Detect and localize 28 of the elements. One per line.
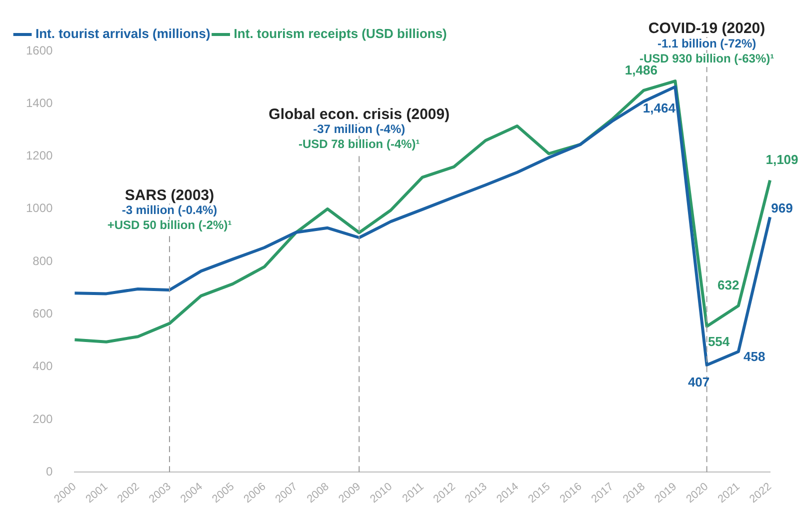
data-label: 1,109	[766, 152, 798, 167]
y-tick-label: 200	[32, 412, 54, 426]
data-label: 1,486	[624, 62, 658, 78]
y-tick-label: 400	[32, 359, 54, 374]
data-label: 458	[744, 349, 766, 364]
legend-label: Int. tourism receipts (USD billions)	[234, 26, 447, 42]
annotation: -1.1 billion (-72%)	[657, 36, 756, 50]
ref-line-label: COVID-19 (2020)	[648, 20, 766, 38]
y-tick-label: 800	[32, 254, 54, 268]
y-tick-label: 1600	[26, 43, 54, 58]
annotation: -USD 78 billion (-4%)¹	[298, 137, 420, 152]
annotation: -3 million (-0.4%)	[122, 202, 218, 217]
data-label: 1,464	[642, 100, 676, 116]
y-tick-label: 0	[46, 464, 54, 478]
ref-line-label: Global econ. crisis (2009)	[268, 106, 450, 123]
data-label: 969	[771, 200, 793, 216]
y-tick-label: 1000	[26, 201, 54, 216]
y-tick-label: 1400	[26, 96, 54, 110]
y-tick-label: 1200	[26, 148, 54, 163]
annotation: -USD 930 billion (-63%)¹	[639, 51, 774, 66]
y-tick-label: 600	[32, 306, 54, 321]
data-label: 632	[718, 277, 740, 292]
legend-label: Int. tourist arrivals (millions)	[36, 26, 210, 42]
annotation: -37 million (-4%)	[313, 122, 406, 136]
data-label: 554	[708, 334, 730, 349]
annotation: +USD 50 billion (-2%)¹	[107, 218, 232, 232]
data-label: 407	[688, 374, 710, 390]
ref-line-label: SARS (2003)	[124, 186, 214, 204]
